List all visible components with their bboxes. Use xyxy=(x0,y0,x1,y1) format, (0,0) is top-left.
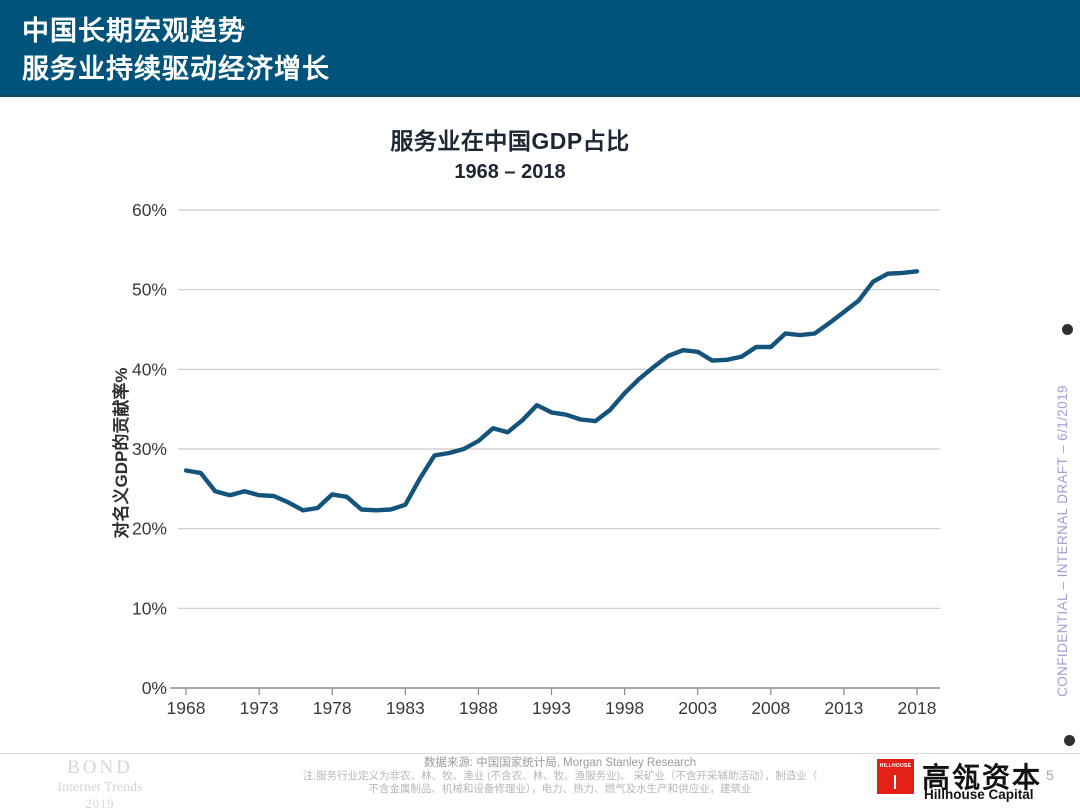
x-tick-label: 1993 xyxy=(532,698,571,718)
header-title-line2: 服务业持续驱动经济增长 xyxy=(22,54,330,84)
chart-title-block: 服务业在中国GDP占比 1968 – 2018 xyxy=(0,122,1020,184)
x-tick-label: 1998 xyxy=(605,698,644,718)
x-tick-label: 2013 xyxy=(824,698,863,718)
footer-source-block: 数据来源: 中国国家统计局, Morgan Stanley Research 注… xyxy=(200,756,920,796)
hillhouse-name-cn: 高瓴资本 xyxy=(922,762,1043,793)
bullet-dot-bottom xyxy=(1064,735,1075,746)
y-tick-label: 60% xyxy=(132,200,167,220)
x-tick-label: 1983 xyxy=(386,698,425,718)
x-tick-label: 1973 xyxy=(240,698,279,718)
bond-logo-name: BOND xyxy=(67,757,133,778)
bond-logo-year: 2019 xyxy=(85,797,115,809)
footnote-line2: 不含金属制品、机械和设备修理业），电力、热力、燃气及水生产和供应业，建筑业 xyxy=(368,783,752,795)
y-tick-label: 40% xyxy=(132,359,167,379)
data-source-line: 数据来源: 中国国家统计局, Morgan Stanley Research xyxy=(423,757,697,769)
x-tick-label: 2008 xyxy=(751,698,790,718)
hillhouse-logo-icon-text: HILLHOUSE xyxy=(879,763,912,769)
bullet-dot-top xyxy=(1062,324,1073,335)
footer-divider xyxy=(0,753,1080,754)
header-title-line1: 中国长期宏观趋势 xyxy=(22,16,246,46)
x-tick-label: 1978 xyxy=(313,698,352,718)
y-tick-label: 10% xyxy=(132,598,167,618)
x-tick-label: 1968 xyxy=(167,698,206,718)
bond-logo-subtitle: Internet Trends xyxy=(57,780,143,795)
y-tick-label: 50% xyxy=(132,280,167,300)
page-number: 5 xyxy=(1046,767,1054,783)
y-tick-label: 20% xyxy=(132,519,167,539)
x-tick-label: 2003 xyxy=(678,698,717,718)
hillhouse-name-en: Hillhouse Capital xyxy=(924,787,1034,802)
y-tick-label: 30% xyxy=(132,439,167,459)
x-tick-label: 2018 xyxy=(898,698,937,718)
bond-logo: BOND Internet Trends 2019 xyxy=(15,757,185,809)
chart-title: 服务业在中国GDP占比 xyxy=(390,128,630,154)
hillhouse-logo-icon: HILLHOUSE xyxy=(877,759,914,794)
confidential-watermark: CONFIDENTIAL – INTERNAL DRAFT – 6/1/2019 xyxy=(1055,385,1070,697)
chart-subtitle: 1968 – 2018 xyxy=(454,161,566,183)
x-tick-label: 1988 xyxy=(459,698,498,718)
y-tick-label: 0% xyxy=(142,678,167,698)
slide-header: 中国长期宏观趋势 服务业持续驱动经济增长 xyxy=(0,0,1080,97)
footnote-line1: 注:服务行业定义为非农、林、牧、渔业 (不含农、林、牧、渔服务业)、 采矿业（不… xyxy=(302,770,818,782)
services-share-line xyxy=(183,269,920,513)
hillhouse-logo-icon-stroke xyxy=(894,775,896,789)
